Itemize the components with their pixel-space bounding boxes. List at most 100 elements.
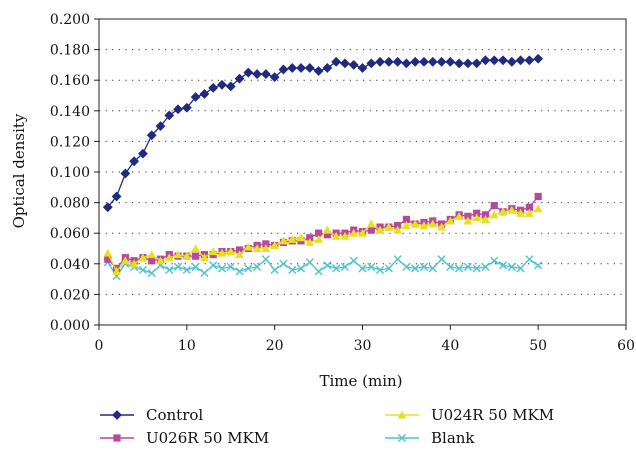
data-point-control (278, 64, 289, 75)
data-point-blank (402, 262, 411, 271)
data-point-blank-stroke (534, 261, 543, 270)
series-layer (102, 53, 544, 281)
data-point-u024r-50-mkm (366, 219, 376, 228)
series-u024r-50-mkm (103, 204, 543, 275)
data-point-control (445, 56, 456, 67)
data-point-blank-stroke (516, 264, 525, 273)
data-point-u024r-50-mkm (217, 248, 227, 257)
data-point-u024r-50-mkm (296, 233, 306, 242)
data-point-control (296, 63, 306, 73)
data-point-blank-stroke (165, 265, 174, 275)
data-point-u026r-50-mkm (148, 257, 156, 265)
data-point-control (340, 58, 350, 69)
data-point-blank (296, 264, 306, 273)
x-tick-label: 60 (617, 338, 635, 354)
y-tick-label: 0.060 (50, 226, 90, 242)
data-point-control (427, 56, 438, 67)
data-point-control (375, 56, 385, 67)
data-point-blank (323, 261, 332, 270)
data-point-blank (270, 265, 279, 275)
data-point-blank-stroke (463, 262, 472, 271)
data-point-blank (384, 264, 393, 273)
data-point-u024r-50-mkm (393, 225, 403, 234)
data-point-blank (217, 264, 227, 273)
data-point-u024r-50-mkm (472, 213, 482, 222)
data-point-blank (253, 262, 262, 271)
data-point-blank (332, 264, 341, 273)
data-point-blank (419, 262, 429, 271)
data-point-blank-stroke (217, 264, 227, 273)
data-point-blank (244, 264, 253, 273)
data-point-control (155, 121, 166, 132)
data-point-blank-stroke (340, 262, 350, 271)
data-point-blank (446, 262, 455, 271)
data-point-u026r-50-mkm (481, 211, 490, 219)
data-point-u024r-50-mkm (402, 221, 411, 230)
data-point-u024r-50-mkm (305, 237, 315, 246)
data-point-control (515, 55, 526, 66)
data-point-u024r-50-mkm (428, 219, 438, 228)
data-point-control (401, 58, 412, 69)
data-point-blank (463, 262, 472, 271)
x-tick-label: 20 (266, 338, 284, 354)
data-point-u024r-50-mkm (437, 222, 446, 231)
data-point-blank (516, 264, 525, 273)
data-point-u024r-50-mkm (182, 251, 192, 260)
data-point-blank-stroke (411, 264, 420, 273)
legend-item-blank: Blank (385, 429, 475, 447)
data-point-control (243, 67, 254, 78)
data-point-u024r-50-mkm (410, 219, 420, 228)
data-point-u026r-50-mkm (490, 202, 498, 210)
data-point-blank (411, 264, 420, 273)
data-point-blank (235, 267, 244, 276)
data-point-u026r-50-mkm (367, 226, 375, 234)
data-point-control (524, 55, 535, 66)
data-point-control (357, 63, 368, 73)
data-point-u024r-50-mkm (375, 225, 385, 234)
legend-label: U024R 50 MKM (431, 406, 554, 424)
y-tick-label: 0.000 (50, 318, 90, 334)
data-point-blank-stroke (200, 268, 209, 278)
data-point-control (287, 63, 298, 73)
legend-marker (397, 410, 407, 419)
data-point-blank (209, 261, 218, 270)
data-point-u024r-50-mkm (112, 267, 121, 275)
data-point-control (164, 110, 175, 121)
data-point-blank-stroke (279, 259, 288, 268)
data-point-blank (349, 256, 358, 265)
data-point-blank (226, 262, 235, 271)
data-point-blank-stroke (498, 261, 508, 270)
data-point-u024r-50-mkm (226, 247, 236, 256)
legend-marker (113, 434, 121, 442)
data-point-blank-stroke (261, 255, 270, 264)
data-point-blank-stroke (226, 262, 235, 271)
data-point-blank-stroke (288, 265, 297, 275)
data-point-blank (261, 255, 270, 264)
data-point-blank-stroke (349, 256, 358, 265)
data-point-u024r-50-mkm (314, 234, 323, 243)
data-point-blank-stroke (525, 255, 534, 264)
data-point-u026r-50-mkm (262, 240, 270, 248)
data-point-u024r-50-mkm (191, 244, 201, 253)
data-point-blank-stroke (384, 264, 393, 273)
x-axis-title: Time (min) (319, 372, 402, 390)
data-point-u024r-50-mkm (507, 205, 517, 214)
data-point-blank-stroke (332, 264, 341, 273)
data-point-u024r-50-mkm (138, 253, 148, 262)
data-point-u024r-50-mkm (331, 231, 341, 240)
data-point-blank-stroke (253, 262, 262, 271)
data-point-blank-stroke (437, 255, 446, 264)
data-point-blank (173, 262, 183, 271)
legend-marker-stroke (397, 433, 407, 443)
data-point-control (120, 168, 131, 179)
data-point-u026r-50-mkm (323, 231, 331, 239)
data-point-u026r-50-mkm (402, 215, 411, 224)
data-point-u026r-50-mkm (534, 192, 542, 201)
data-point-control (498, 55, 508, 66)
data-point-control (436, 56, 447, 67)
data-point-blank (498, 261, 508, 270)
data-point-blank-stroke (270, 265, 279, 275)
data-point-u026r-50-mkm (394, 221, 402, 230)
